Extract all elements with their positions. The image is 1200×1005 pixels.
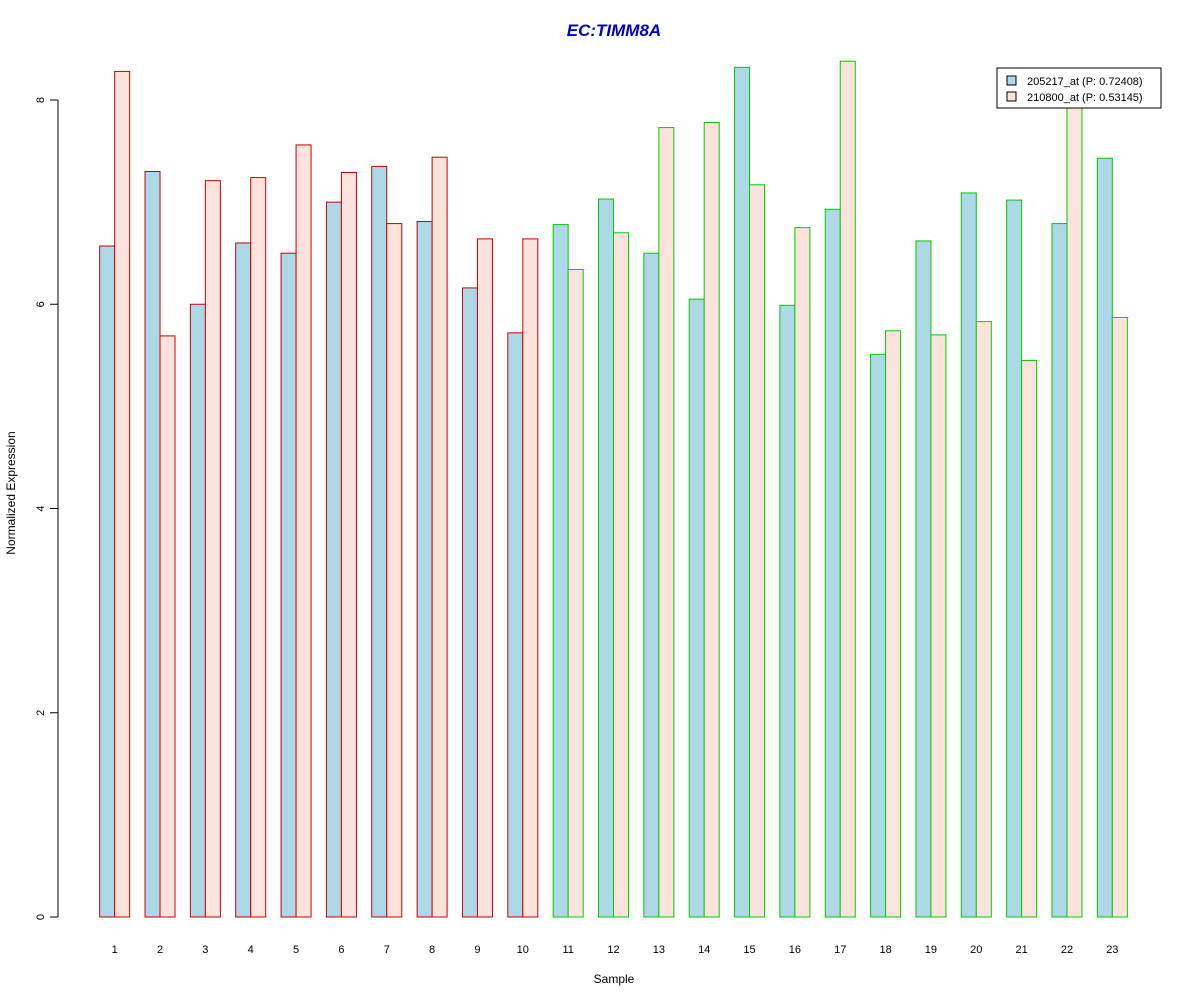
bar-series2-sample-5 <box>295 144 312 918</box>
bar-series1-sample-8 <box>416 221 433 918</box>
bar-series2-sample-9 <box>476 238 493 918</box>
x-tick-label: 22 <box>1061 944 1073 956</box>
x-tick-label: 13 <box>653 944 665 956</box>
legend-label-2: 210800_at (P: 0.53145) <box>1027 92 1143 104</box>
bar-series1-sample-1 <box>99 245 116 918</box>
bar-series2-sample-4 <box>250 177 267 918</box>
x-tick-label: 14 <box>698 944 710 956</box>
bar-series2-sample-2 <box>159 335 176 918</box>
legend-box <box>996 67 1162 109</box>
x-tick-label: 7 <box>384 944 390 956</box>
y-axis: 0 2 4 6 8 <box>35 97 59 920</box>
bar-series1-sample-3 <box>189 303 206 918</box>
x-tick-label: 17 <box>834 944 846 956</box>
bar-series1-sample-4 <box>235 242 252 918</box>
bar-series1-sample-23 <box>1096 157 1113 918</box>
x-tick-label: 5 <box>293 944 299 956</box>
bar-series2-sample-12 <box>613 232 629 918</box>
bar-series1-sample-17 <box>824 208 841 918</box>
bar-series1-sample-20 <box>960 192 977 918</box>
bar-series1-sample-15 <box>734 66 751 918</box>
y-tick-label: 0 <box>35 914 47 920</box>
bar-series1-sample-7 <box>371 165 388 918</box>
bar-series1-sample-14 <box>688 298 705 918</box>
bar-series2-sample-18 <box>885 330 902 918</box>
chart-title: EC:TIMM8A <box>567 21 661 40</box>
y-tick-label: 6 <box>35 301 47 307</box>
bar-series1-sample-13 <box>643 252 660 918</box>
bar-series1-sample-6 <box>325 201 342 918</box>
bar-series2-sample-19 <box>930 334 947 918</box>
legend-swatch-1 <box>1006 75 1017 86</box>
bar-series2-sample-10 <box>522 238 539 918</box>
x-tick-label: 9 <box>474 944 480 956</box>
x-tick-label: 10 <box>517 944 529 956</box>
bar-series1-sample-12 <box>598 198 614 918</box>
bar-series1-sample-21 <box>1006 199 1023 918</box>
x-tick-label: 6 <box>338 944 344 956</box>
x-tick-label: 20 <box>970 944 982 956</box>
bar-series2-sample-7 <box>386 223 403 918</box>
x-tick-label: 21 <box>1016 944 1028 956</box>
x-tick-label: 3 <box>202 944 208 956</box>
bar-series1-sample-22 <box>1051 223 1068 918</box>
y-axis-label: Normalized Expression <box>4 431 18 554</box>
x-tick-label: 19 <box>925 944 937 956</box>
x-tick-label: 8 <box>429 944 435 956</box>
bar-series2-sample-17 <box>839 60 856 918</box>
x-tick-label: 23 <box>1106 944 1118 956</box>
bar-series2-sample-1 <box>114 70 131 918</box>
y-tick-label: 8 <box>35 97 47 103</box>
x-tick-label: 4 <box>248 944 254 956</box>
bar-series2-sample-22 <box>1066 99 1083 918</box>
bar-series1-sample-11 <box>552 224 569 918</box>
bar-series2-sample-15 <box>749 184 766 918</box>
x-tick-label: 11 <box>562 944 573 956</box>
legend-label-1: 205217_at (P: 0.72408) <box>1027 76 1143 88</box>
bar-series1-sample-5 <box>280 252 297 918</box>
x-tick-label: 18 <box>879 944 891 956</box>
bar-series1-sample-16 <box>779 304 796 918</box>
bar-series2-sample-16 <box>794 227 811 918</box>
x-tick-label: 12 <box>607 944 619 956</box>
bar-series2-sample-14 <box>703 121 720 918</box>
bar-series2-sample-6 <box>340 172 357 918</box>
x-tick-label: 15 <box>743 944 755 956</box>
x-tick-label: 16 <box>789 944 801 956</box>
x-tick-labels: 1 2 3 4 5 6 7 8 9 10 11 12 13 14 15 16 17 18 19 20 21 22 23 <box>112 944 1119 956</box>
y-tick-label: 4 <box>35 505 47 511</box>
bar-series1-sample-19 <box>915 240 932 918</box>
bar-series1-sample-2 <box>144 170 161 918</box>
legend-swatch-2 <box>1006 91 1017 102</box>
bar-series2-sample-20 <box>975 321 992 918</box>
bars <box>99 60 1128 918</box>
bar-series1-sample-18 <box>870 353 887 918</box>
bar-series2-sample-3 <box>204 180 221 918</box>
x-tick-label: 2 <box>157 944 163 956</box>
bar-series2-sample-8 <box>431 156 448 918</box>
x-axis-label: Sample <box>594 972 635 986</box>
bar-series1-sample-10 <box>507 332 524 918</box>
x-tick-label: 1 <box>112 944 118 956</box>
y-tick-label: 2 <box>35 710 47 716</box>
bar-series1-sample-9 <box>461 287 478 918</box>
legend: 205217_at (P: 0.72408) 210800_at (P: 0.53… <box>996 67 1162 109</box>
bar-series2-sample-23 <box>1111 317 1128 918</box>
bar-series2-sample-21 <box>1021 359 1038 918</box>
bar-series2-sample-13 <box>658 127 675 918</box>
bar-series2-sample-11 <box>567 269 584 918</box>
